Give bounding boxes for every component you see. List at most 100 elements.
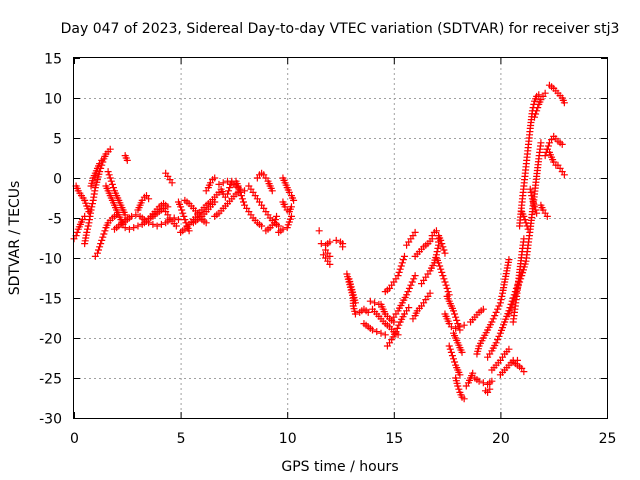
data-point [177,203,185,211]
data-point [211,174,219,182]
data-point [275,222,283,230]
data-point [351,310,359,318]
data-point [440,275,448,283]
data-point [211,198,219,206]
data-point [219,179,227,187]
data-point [522,219,530,227]
data-point [106,174,114,182]
data-point [168,179,176,187]
data-point [132,211,140,219]
data-point [407,281,415,289]
data-point [224,190,232,198]
data-point [508,300,516,308]
data-point [164,203,172,211]
data-point [532,206,540,214]
data-point [469,369,477,377]
data-point [108,180,116,188]
data-point [533,209,541,217]
data-point [98,156,106,164]
data-point [495,302,503,310]
data-point [534,104,542,112]
data-point [226,184,234,192]
data-point [454,320,462,328]
data-point [101,227,109,235]
data-point [371,299,379,307]
data-point [507,304,515,312]
data-point [437,236,445,244]
data-point [460,321,468,329]
y-tick-label: 5 [53,132,62,148]
x-tick-label: 10 [279,431,297,447]
data-point [533,107,541,115]
data-point [456,326,464,334]
data-point [446,345,454,353]
y-tick-label: -5 [48,212,62,228]
data-point [455,323,463,331]
data-point [432,227,440,235]
data-point [99,158,107,166]
data-point [456,371,464,379]
data-point [453,316,461,324]
data-point [454,382,462,390]
data-point [479,305,487,313]
data-point [492,308,500,316]
data-point [433,248,441,256]
data-point [185,227,193,235]
data-point [497,296,505,304]
plot-frame [73,57,608,419]
data-point [537,139,545,147]
y-tick-label: -30 [39,412,62,428]
data-point [436,262,444,270]
data-point [326,238,334,246]
data-point [225,187,233,195]
data-point [496,299,504,307]
data-point [326,260,334,268]
data-point [449,307,457,315]
y-tick-labels: -30 -25 -20 -15 -10 -5 0 5 10 15 [39,52,62,428]
x-tick-label: 15 [385,431,403,447]
data-point [521,216,529,224]
data-point [397,262,405,270]
data-point [107,177,115,185]
data-point [234,182,242,190]
data-point [97,240,105,248]
data-point [488,377,496,385]
y-tick-label: -20 [39,332,62,348]
data-point [287,203,295,211]
data-point [479,379,487,387]
data-point [279,225,287,233]
data-point [123,156,131,164]
data-point [403,291,411,299]
data-point [488,318,496,326]
data-point [96,243,104,251]
data-point [290,196,298,204]
data-point [458,348,466,356]
data-point [408,278,416,286]
data-point [238,195,246,203]
y-tick-label: -10 [39,252,62,268]
y-tick-label: 0 [53,172,62,188]
data-point [149,220,157,228]
data-point [364,308,372,316]
data-point [439,243,447,251]
data-point [498,292,506,300]
data-point [326,252,334,260]
data-point [178,206,186,214]
data-point [239,198,247,206]
data-point [109,184,117,192]
data-point [541,152,549,160]
data-point [560,99,568,107]
data-point [491,312,499,320]
axis-ticks [74,58,608,419]
data-point [531,113,539,121]
data-point [145,195,153,203]
data-point [373,328,381,336]
data-point [351,299,359,307]
data-point [506,307,514,315]
data-point [449,355,457,363]
y-tick-label: 15 [44,52,62,68]
data-point [172,222,180,230]
data-point [395,321,403,329]
data-point [489,315,497,323]
